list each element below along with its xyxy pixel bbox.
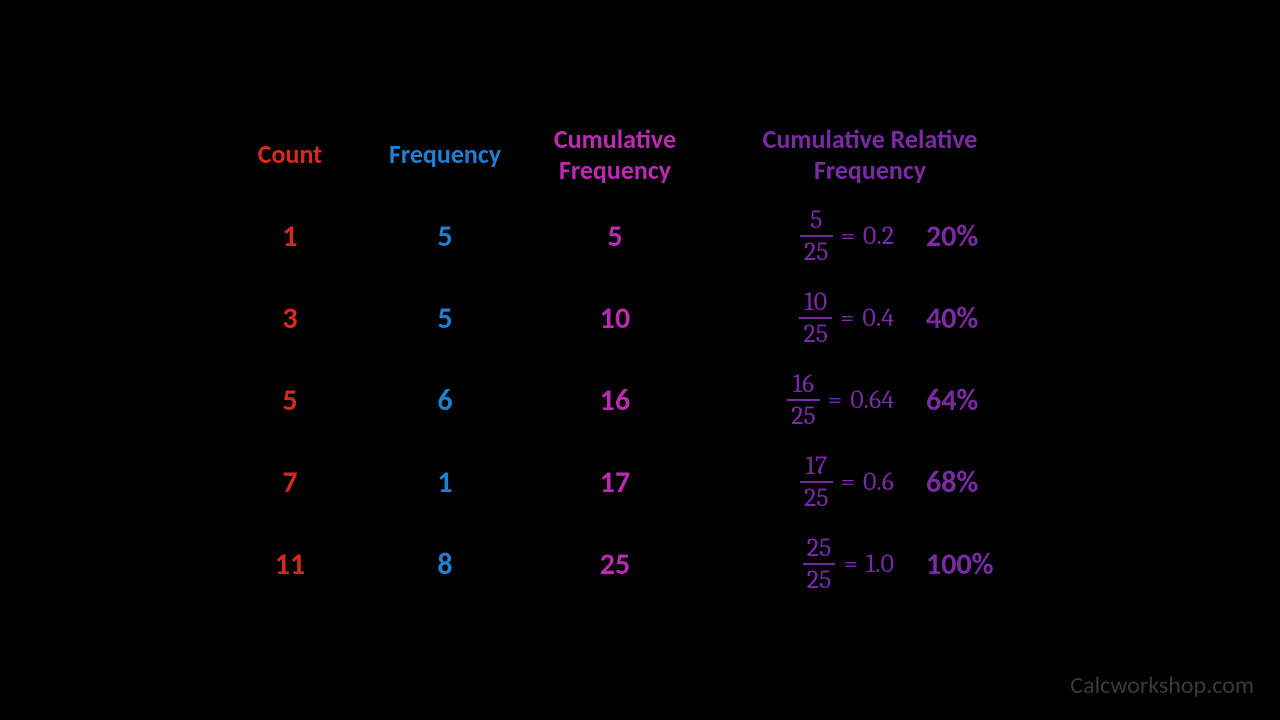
cell-cumulative-relative: 5 25 = 0.2 20% (700, 207, 1040, 265)
table-row: 11 8 25 25 25 = 1.0 100% (220, 523, 1070, 605)
header-cumulative-line1: Cumulative (554, 123, 676, 155)
percent-value: 100% (926, 546, 1006, 583)
table-row: 1 5 5 5 25 = 0.2 20% (220, 195, 1070, 277)
fraction: 25 25 (803, 535, 836, 593)
decimal-value: 0.6 (863, 467, 894, 497)
cell-cumulative-relative: 17 25 = 0.6 68% (700, 453, 1040, 511)
table-header-row: Count Frequency Cumulative Frequency Cum… (220, 115, 1070, 195)
fraction: 5 25 (800, 207, 833, 265)
percent-value: 40% (926, 300, 1006, 337)
fraction-numerator: 16 (789, 371, 819, 399)
fraction-denominator: 25 (800, 481, 833, 511)
cell-frequency: 5 (360, 218, 530, 255)
fraction: 17 25 (800, 453, 833, 511)
equals-sign: = (839, 221, 857, 251)
percent-value: 68% (926, 464, 1006, 501)
decimal-value: 0.64 (850, 385, 894, 415)
decimal-value: 0.4 (862, 303, 894, 333)
header-cumrel-line2: Frequency (814, 154, 926, 186)
table-row: 7 1 17 17 25 = 0.6 68% (220, 441, 1070, 523)
cell-cumulative: 25 (530, 546, 700, 583)
fraction-numerator: 10 (800, 289, 831, 317)
cell-cumulative-relative: 10 25 = 0.4 40% (700, 289, 1040, 347)
percent-value: 20% (926, 218, 1006, 255)
decimal-value: 0.2 (863, 221, 894, 251)
header-cumulative-relative-frequency: Cumulative Relative Frequency (700, 124, 1040, 186)
fraction-denominator: 25 (803, 563, 836, 593)
equals-sign: = (839, 467, 857, 497)
table-row: 3 5 10 10 25 = 0.4 40% (220, 277, 1070, 359)
cell-count: 3 (220, 300, 360, 337)
watermark-text: Calcworkshop.com (1070, 671, 1254, 700)
frequency-table: Count Frequency Cumulative Frequency Cum… (220, 115, 1070, 605)
cell-frequency: 6 (360, 382, 530, 419)
fraction: 16 25 (787, 371, 820, 429)
cell-frequency: 8 (360, 546, 530, 583)
cell-frequency: 5 (360, 300, 530, 337)
cell-cumulative: 17 (530, 464, 700, 501)
decimal-value: 1.0 (866, 549, 894, 579)
cell-cumulative: 16 (530, 382, 700, 419)
fraction-denominator: 25 (787, 399, 820, 429)
cell-cumulative-relative: 25 25 = 1.0 100% (700, 535, 1040, 593)
cell-count: 7 (220, 464, 360, 501)
cell-cumulative: 10 (530, 300, 700, 337)
equals-sign: = (838, 303, 856, 333)
header-frequency: Frequency (360, 139, 530, 170)
cell-cumulative: 5 (530, 218, 700, 255)
header-cumulative-line2: Frequency (559, 154, 671, 186)
cell-frequency: 1 (360, 464, 530, 501)
equals-sign: = (841, 549, 859, 579)
equals-sign: = (826, 385, 844, 415)
fraction-numerator: 17 (801, 453, 831, 481)
fraction-denominator: 25 (799, 317, 832, 347)
fraction-denominator: 25 (800, 235, 833, 265)
cell-count: 5 (220, 382, 360, 419)
header-cumrel-line1: Cumulative Relative (763, 123, 978, 155)
header-count: Count (220, 139, 360, 170)
fraction-numerator: 25 (803, 535, 836, 563)
table-row: 5 6 16 16 25 = 0.64 64% (220, 359, 1070, 441)
fraction: 10 25 (799, 289, 832, 347)
percent-value: 64% (926, 382, 1006, 419)
fraction-numerator: 5 (806, 207, 826, 235)
cell-count: 1 (220, 218, 360, 255)
cell-count: 11 (220, 546, 360, 583)
cell-cumulative-relative: 16 25 = 0.64 64% (700, 371, 1040, 429)
header-cumulative-frequency: Cumulative Frequency (530, 124, 700, 186)
